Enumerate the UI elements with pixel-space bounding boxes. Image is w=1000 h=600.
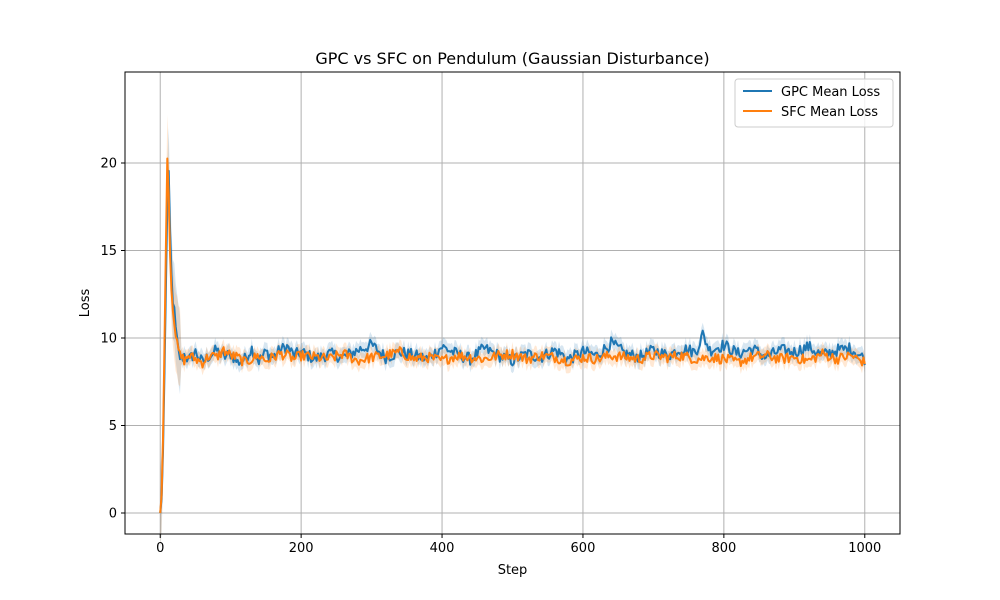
legend: GPC Mean Loss SFC Mean Loss <box>734 78 894 128</box>
x-tick-label: 0 <box>156 541 164 556</box>
x-tick-label: 200 <box>289 541 314 556</box>
x-axis-label: Step <box>498 563 528 578</box>
y-tick-label: 5 <box>109 419 117 434</box>
y-tick-label: 15 <box>100 244 117 259</box>
series-lines <box>159 157 866 514</box>
legend-label-sfc: SFC Mean Loss <box>781 105 878 120</box>
y-tick-label: 10 <box>100 332 117 347</box>
series-line-sfc <box>159 157 866 514</box>
legend-label-gpc: GPC Mean Loss <box>781 85 880 100</box>
grid <box>125 72 900 534</box>
y-tick-label: 0 <box>109 507 117 522</box>
x-tick-label: 600 <box>571 541 596 556</box>
plot-background <box>125 72 900 534</box>
x-tick-label: 400 <box>430 541 455 556</box>
legend-box <box>734 78 894 128</box>
plot-frame <box>124 71 901 535</box>
y-tick-label: 20 <box>100 157 117 172</box>
y-axis-label: Loss <box>78 289 93 318</box>
x-tick-label: 1000 <box>848 541 881 556</box>
ticks: 0 200 400 600 800 1000 0 5 10 15 20 <box>100 157 881 557</box>
x-tick-label: 800 <box>711 541 736 556</box>
chart-title: GPC vs SFC on Pendulum (Gaussian Disturb… <box>315 49 709 68</box>
